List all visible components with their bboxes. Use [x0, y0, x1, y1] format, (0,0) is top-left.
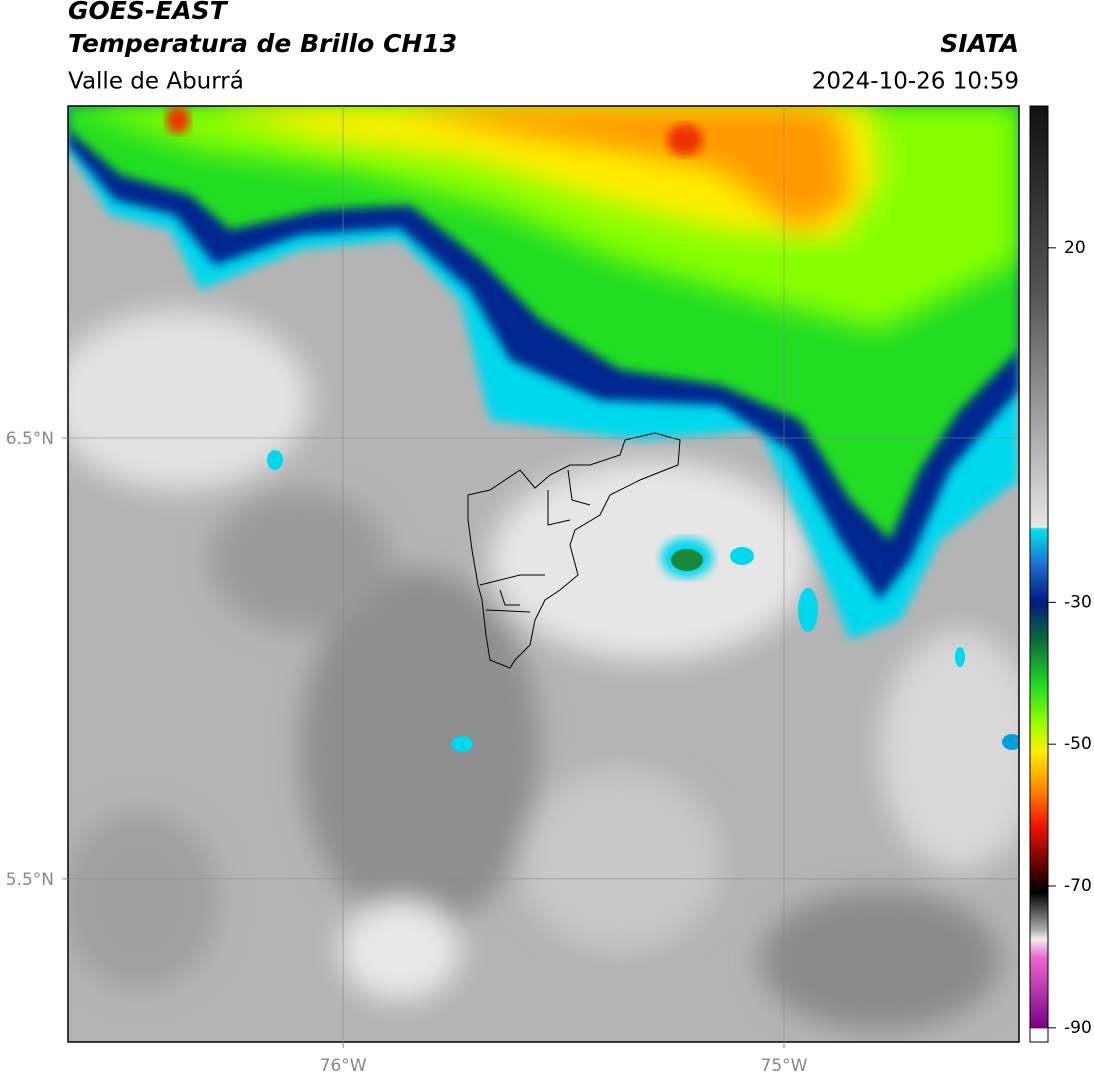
valley-boundary [467, 432, 681, 669]
colorbar-tick-label: -50 [1064, 734, 1092, 754]
satellite-image [68, 106, 1019, 1042]
source: SIATA [940, 29, 1019, 58]
colorbar-tick-label: -30 [1064, 592, 1092, 612]
colorbar [1029, 105, 1049, 1043]
colorbar-tick-label: -70 [1064, 876, 1092, 896]
map-frame [67, 105, 1020, 1043]
colorbar-tick-label: 20 [1064, 238, 1086, 258]
y-tick-label: 5.5°N [6, 870, 54, 890]
y-tick-label: 6.5°N [6, 429, 54, 449]
x-tick-label: 75°W [761, 1056, 808, 1076]
x-tick-label: 76°W [320, 1056, 367, 1076]
subtitle: Temperatura de Brillo CH13 [68, 29, 457, 58]
datetime: 2024-10-26 10:59 [812, 69, 1019, 95]
title: GOES-EAST [68, 0, 229, 25]
colorbar-tick-label: -90 [1064, 1018, 1092, 1038]
region: Valle de Aburrá [68, 69, 244, 95]
